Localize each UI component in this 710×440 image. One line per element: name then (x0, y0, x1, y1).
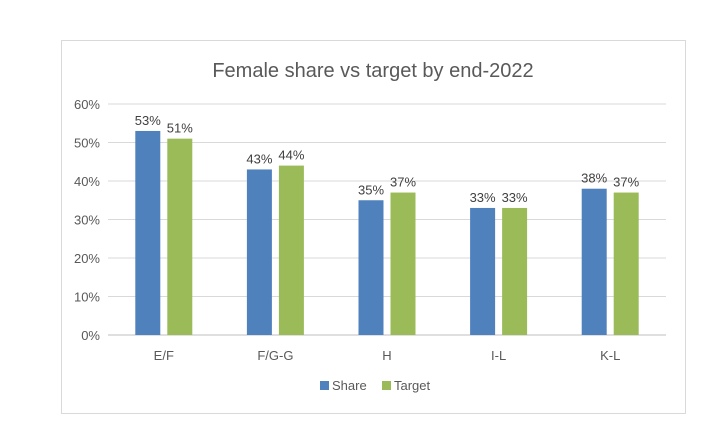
data-label: 37% (390, 175, 416, 190)
bar-target-0 (167, 138, 193, 335)
bar-share-0 (135, 130, 161, 335)
data-label: 44% (278, 148, 304, 163)
legend-swatch (382, 381, 391, 390)
data-label: 35% (358, 182, 384, 197)
y-tick-label: 50% (74, 136, 100, 151)
bar-target-4 (613, 192, 639, 335)
legend-label: Target (394, 378, 431, 393)
x-axis-ticks: E/F F/G-G H I-L K-L (154, 348, 621, 363)
x-tick-label: E/F (154, 348, 174, 363)
bar-share-2 (358, 200, 384, 335)
bar-share-3 (470, 207, 496, 335)
data-label: 37% (613, 175, 639, 190)
y-tick-label: 20% (74, 251, 100, 266)
data-label: 33% (470, 190, 496, 205)
data-label: 53% (135, 113, 161, 128)
data-label: 43% (246, 151, 272, 166)
y-tick-label: 10% (74, 290, 100, 305)
y-axis-ticks: 0% 10% 20% 30% 40% 50% 60% (74, 97, 100, 343)
data-label: 38% (581, 171, 607, 186)
bar-share-1 (246, 169, 272, 335)
data-label: 33% (502, 190, 528, 205)
bars (135, 130, 639, 335)
x-tick-label: F/G-G (257, 348, 293, 363)
bar-share-4 (581, 188, 607, 335)
data-labels: 53% 51% 43% 44% 35% 37% 33% 33% 38% 37% (135, 113, 640, 205)
gridlines (108, 103, 666, 336)
y-tick-label: 40% (74, 174, 100, 189)
y-tick-label: 60% (74, 97, 100, 112)
chart-title: Female share vs target by end-2022 (212, 60, 533, 82)
x-tick-label: K-L (600, 348, 620, 363)
bar-target-2 (390, 192, 416, 335)
bar-target-3 (502, 207, 528, 335)
y-tick-label: 0% (81, 328, 100, 343)
bar-target-1 (278, 165, 304, 335)
y-tick-label: 30% (74, 213, 100, 228)
legend-item-share[interactable]: Share (320, 378, 367, 393)
x-tick-label: H (382, 348, 391, 363)
x-tick-label: I-L (491, 348, 506, 363)
legend[interactable]: Share Target (320, 378, 431, 393)
data-label: 51% (167, 121, 193, 136)
legend-item-target[interactable]: Target (382, 378, 431, 393)
legend-label: Share (332, 378, 367, 393)
legend-swatch (320, 381, 329, 390)
